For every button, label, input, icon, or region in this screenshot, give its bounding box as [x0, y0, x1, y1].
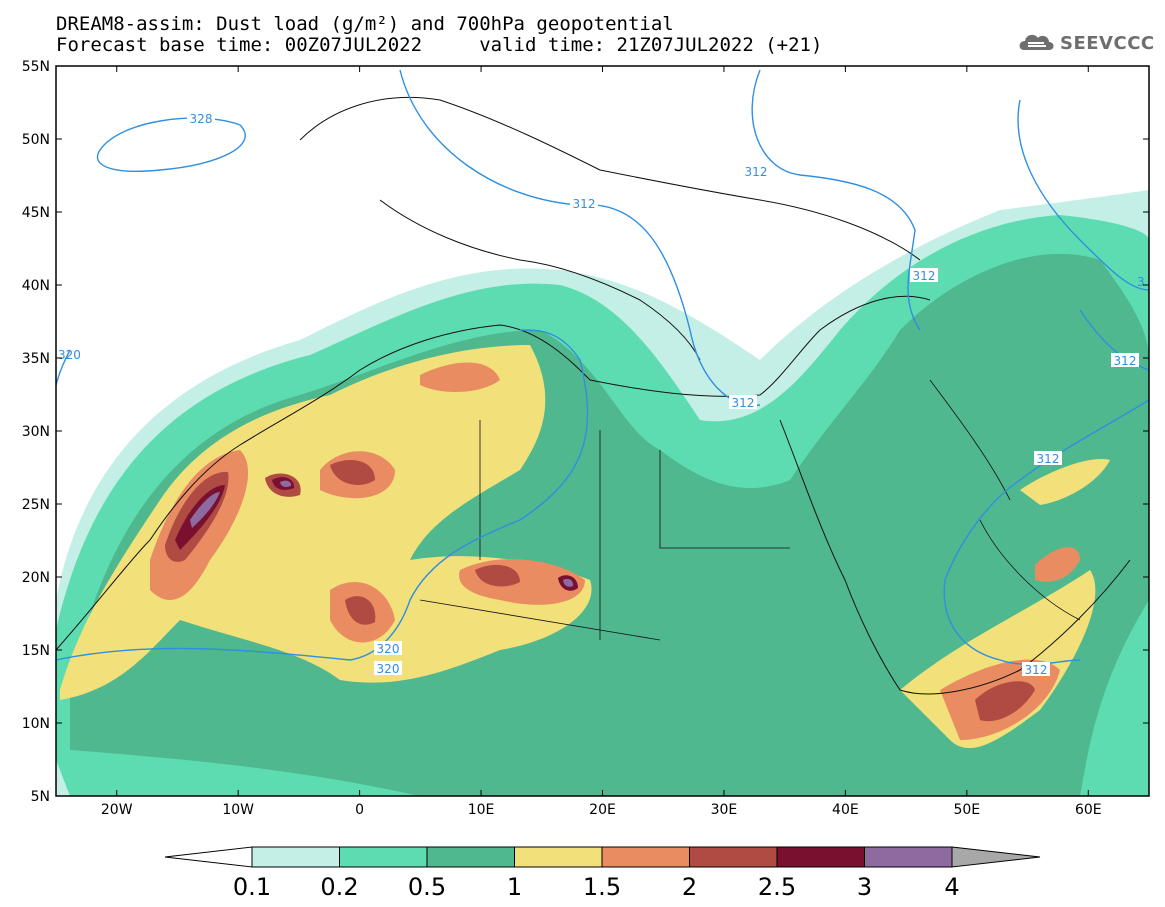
axis-ticks: 55N 50N 45N 40N 35N 30N 25N 20N 15N 10N 5N 20W 10W 0 1…: [22, 59, 1149, 818]
lat-label: 5N: [31, 789, 50, 805]
colorbar-segment: [864, 846, 953, 868]
colorbar: [164, 846, 1041, 868]
contour-label: 312: [913, 269, 936, 283]
lon-label: 0: [355, 802, 364, 818]
colorbar-segment: [601, 846, 690, 868]
lon-label: 10W: [222, 802, 254, 818]
contour-label: 312: [1025, 663, 1048, 677]
geopotential-contours: [56, 69, 1149, 666]
colorbar-tick-label: 1.5: [582, 873, 622, 901]
lon-label: 30E: [711, 802, 738, 818]
colorbar-segment: [689, 846, 778, 868]
lat-label: 25N: [22, 497, 50, 513]
colorbar-tick-label: 3: [856, 873, 873, 901]
lat-label: 55N: [22, 59, 50, 75]
lat-label: 50N: [22, 132, 50, 148]
colorbar-tick-label: 0.1: [232, 873, 272, 901]
lat-label: 35N: [22, 351, 50, 367]
dust-field: 328 312 312 312 312 312 312 312 320 320 …: [56, 66, 1149, 796]
cloud-icon: [1019, 34, 1054, 50]
contour-label: 320: [377, 642, 400, 656]
lon-label: 60E: [1075, 802, 1102, 818]
colorbar-segment: [426, 846, 515, 868]
colorbar-max-arrow: [951, 846, 1041, 868]
lon-label: 20W: [101, 802, 133, 818]
colorbar-segment: [339, 846, 428, 868]
contour-label: 312: [573, 197, 596, 211]
chart-title-line2: Forecast base time: 00Z07JUL2022 valid t…: [56, 34, 823, 56]
colorbar-segment: [251, 846, 340, 868]
lat-label: 30N: [22, 424, 50, 440]
colorbar-segment: [514, 846, 603, 868]
contour-label: 328: [190, 112, 213, 126]
contour-label: 320: [58, 348, 81, 362]
colorbar-tick-label: 2.5: [757, 873, 797, 901]
lat-label: 45N: [22, 205, 50, 221]
colorbar-tick-label: 1: [506, 873, 523, 901]
colorbar-tick-label: 2: [681, 873, 698, 901]
lat-label: 10N: [22, 716, 50, 732]
contour-label: 3: [1137, 275, 1145, 289]
logo-text: SEEVCCC: [1060, 33, 1155, 54]
lat-label: 20N: [22, 570, 50, 586]
contour-label: 312: [745, 165, 768, 179]
lat-label: 40N: [22, 278, 50, 294]
contour-label: 312: [732, 396, 755, 410]
contour-label: 312: [1037, 452, 1060, 466]
contour-label: 320: [377, 662, 400, 676]
chart-title-line1: DREAM8-assim: Dust load (g/m²) and 700hP…: [56, 13, 674, 35]
lon-label: 40E: [832, 802, 859, 818]
colorbar-segment: [776, 846, 865, 868]
colorbar-tick-label: 0.5: [407, 873, 447, 901]
colorbar-tick-label: 4: [944, 873, 960, 901]
lon-label: 10E: [468, 802, 495, 818]
lat-label: 15N: [22, 643, 50, 659]
contour-label: 312: [1114, 354, 1137, 368]
colorbar-min-arrow: [164, 846, 253, 868]
colorbar-tick-label: 0.2: [320, 873, 359, 901]
lon-label: 20E: [589, 802, 616, 818]
lon-label: 50E: [953, 802, 980, 818]
